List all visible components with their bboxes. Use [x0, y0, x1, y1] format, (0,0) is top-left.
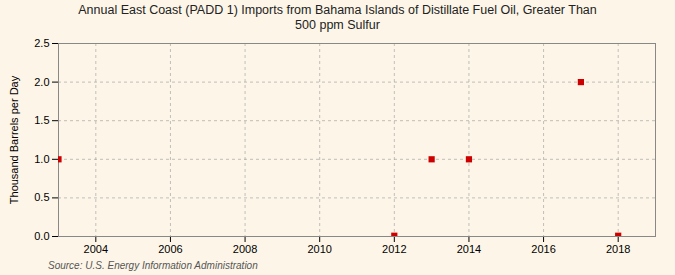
svg-text:2016: 2016: [531, 243, 555, 255]
svg-text:2.5: 2.5: [34, 37, 49, 49]
svg-text:2018: 2018: [606, 243, 630, 255]
svg-text:2008: 2008: [233, 243, 257, 255]
html-text:Annual East Coast (PADD 1) Imp: Annual East Coast (PADD 1) Imports from …: [78, 3, 597, 32]
svg-text:2012: 2012: [382, 243, 406, 255]
svg-text:1.0: 1.0: [34, 153, 49, 165]
svg-text:0.5: 0.5: [34, 191, 49, 203]
svg-text:2.0: 2.0: [34, 76, 49, 88]
svg-text:2010: 2010: [307, 243, 331, 255]
svg-text:2014: 2014: [457, 243, 481, 255]
html-text:Source: U.S. Energy Informatio: Source: U.S. Energy Information Administ…: [48, 260, 258, 271]
svg-text:1.5: 1.5: [34, 114, 49, 126]
svg-text:0.0: 0.0: [34, 230, 49, 242]
svg-text:2006: 2006: [158, 243, 182, 255]
svg-text:2004: 2004: [84, 243, 108, 255]
svg-text:Thousand Barrels per Day: Thousand Barrels per Day: [8, 75, 20, 204]
